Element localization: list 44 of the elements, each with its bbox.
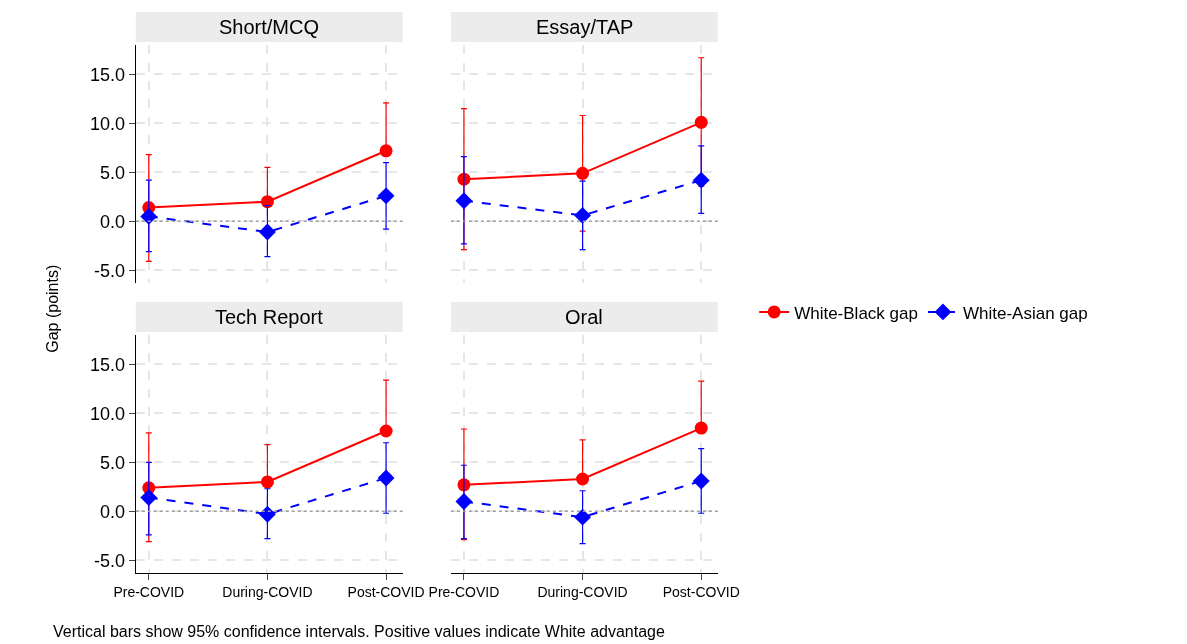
point	[377, 187, 395, 205]
y-tick-label: -5.0	[94, 550, 126, 571]
chart-title: Essay/TAP	[536, 16, 634, 38]
legend-label: White-Asian gap	[962, 303, 1088, 323]
point	[576, 472, 590, 486]
y-tick-label: 15.0	[90, 354, 126, 375]
point	[694, 115, 708, 129]
point	[258, 223, 276, 241]
point	[140, 489, 158, 507]
point	[455, 192, 473, 210]
y-tick-label: 0.0	[100, 211, 126, 232]
point	[379, 144, 393, 158]
chart-title: Tech Report	[215, 306, 324, 328]
point	[140, 207, 158, 225]
x-tick-label: Pre-COVID	[113, 583, 185, 600]
y-tick-label: 10.0	[90, 403, 126, 424]
y-tick-label: -5.0	[94, 260, 126, 281]
y-tick-label: 5.0	[100, 162, 126, 183]
point	[694, 421, 708, 435]
y-tick-label: 10.0	[90, 113, 126, 134]
point	[377, 469, 395, 487]
chart-title: Short/MCQ	[219, 16, 320, 38]
legend-label: White-Black gap	[794, 303, 918, 323]
point	[455, 493, 473, 510]
point	[692, 472, 710, 490]
point	[260, 195, 274, 209]
x-tick-label: During-COVID	[222, 583, 313, 600]
y-tick-label: 15.0	[90, 64, 126, 85]
x-tick-label: Post-COVID	[347, 583, 425, 600]
chart-title: Oral	[565, 306, 603, 328]
point	[576, 166, 590, 180]
y-tick-label: 5.0	[100, 452, 126, 473]
y-axis-title: Gap (points)	[43, 264, 61, 353]
point	[260, 475, 274, 489]
point	[258, 505, 276, 523]
text: Vertical bars show 95% confidence intervals. Positive values indicate White advantage	[53, 623, 665, 640]
point	[379, 424, 393, 438]
point	[574, 206, 592, 224]
point	[692, 171, 710, 189]
x-tick-label: Pre-COVID	[428, 583, 500, 600]
x-tick-label: During-COVID	[537, 583, 628, 600]
point	[574, 508, 592, 526]
y-tick-label: 0.0	[100, 501, 126, 522]
x-tick-label: Post-COVID	[662, 583, 740, 600]
